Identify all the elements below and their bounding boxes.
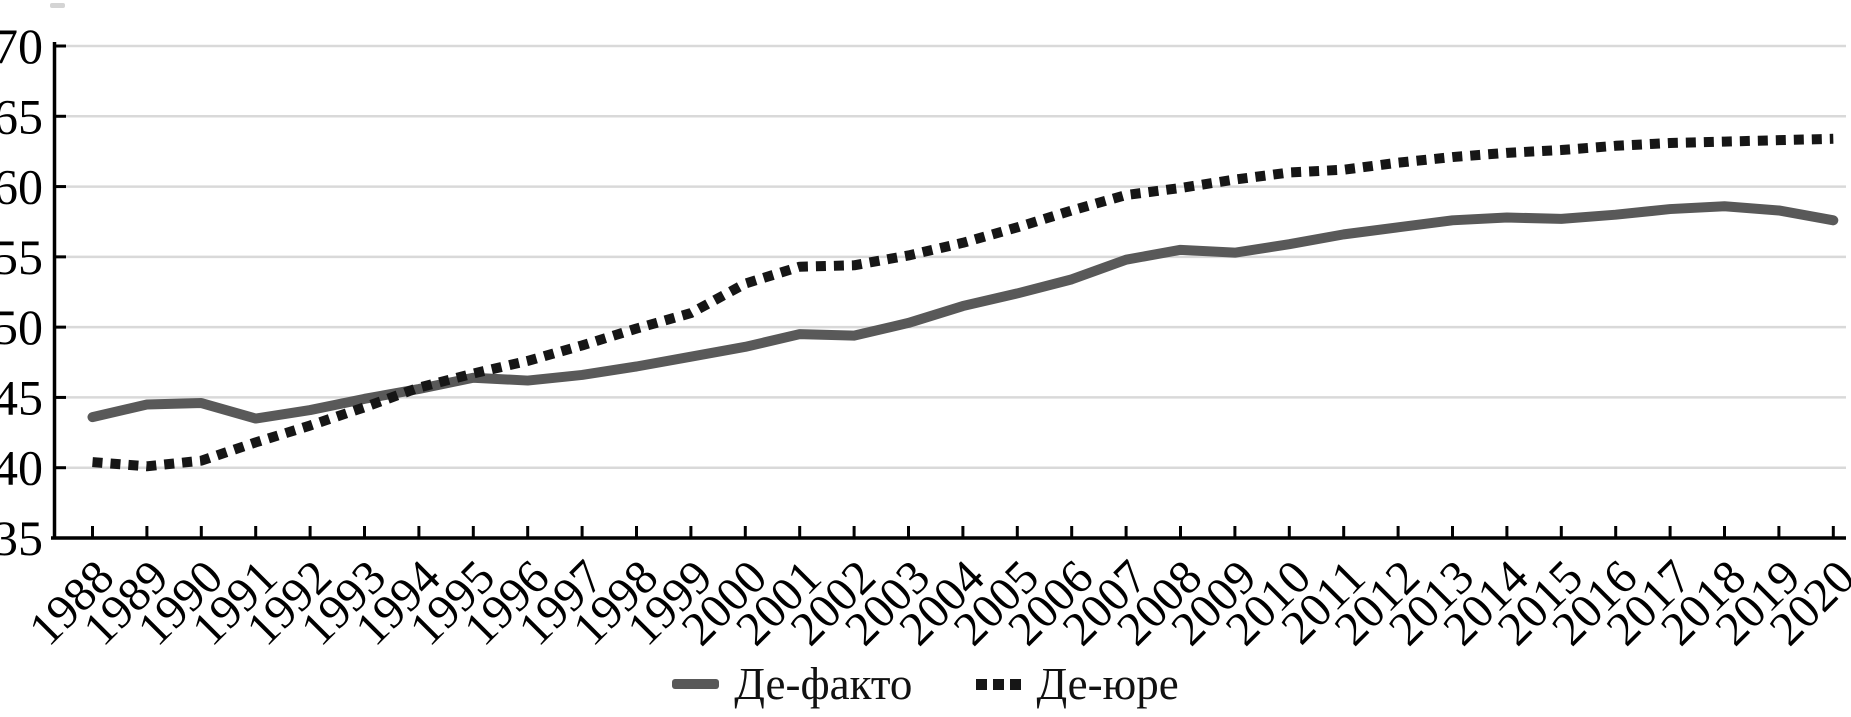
legend: Де-факто Де-юре [0,656,1851,712]
y-tick-label: 60 [0,159,43,215]
legend-label-de-jure: Де-юре [1036,658,1179,709]
y-tick-label: 65 [0,88,43,144]
y-tick-label: 55 [0,229,43,285]
de-facto-line-swatch [672,679,720,689]
y-tick-label: 50 [0,299,43,355]
y-tick-label: 70 [0,18,43,74]
y-tick-label: 35 [0,510,43,566]
legend-item-de-jure: Де-юре [976,658,1179,709]
series-line-de-jure [92,133,1834,472]
legend-item-de-facto: Де-факто [672,658,913,709]
legend-label-de-facto: Де-факто [734,658,913,709]
de-jure-line-swatch [976,678,1022,690]
series-line-de-facto [87,201,1839,424]
y-tick-label: 40 [0,440,43,496]
y-tick-label: 45 [0,369,43,425]
scan-artifact [50,3,65,8]
